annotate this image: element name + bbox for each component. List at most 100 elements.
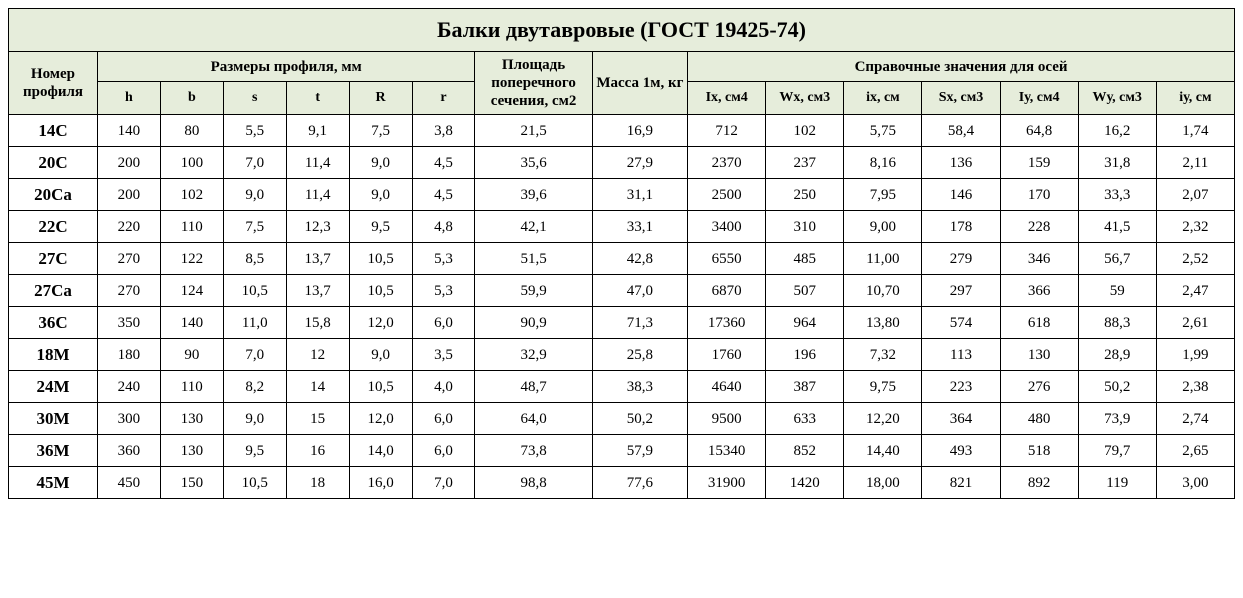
cell-value: 130: [160, 435, 223, 467]
cell-value: 5,5: [223, 115, 286, 147]
cell-value: 300: [97, 403, 160, 435]
col-area-header: Площадь поперечного сечения, см2: [475, 52, 592, 115]
cell-value: 98,8: [475, 467, 592, 499]
cell-value: 237: [766, 147, 844, 179]
cell-value: 2,38: [1156, 371, 1234, 403]
cell-value: 712: [688, 115, 766, 147]
col-r: r: [412, 82, 475, 115]
cell-value: 1420: [766, 467, 844, 499]
cell-value: 9,5: [349, 211, 412, 243]
cell-value: 507: [766, 275, 844, 307]
cell-profile: 20С: [9, 147, 98, 179]
cell-value: 38,3: [592, 371, 687, 403]
cell-value: 170: [1000, 179, 1078, 211]
cell-value: 2,61: [1156, 307, 1234, 339]
cell-profile: 30М: [9, 403, 98, 435]
cell-value: 110: [160, 371, 223, 403]
cell-value: 13,7: [286, 243, 349, 275]
cell-value: 279: [922, 243, 1000, 275]
cell-value: 25,8: [592, 339, 687, 371]
cell-value: 90: [160, 339, 223, 371]
cell-value: 73,8: [475, 435, 592, 467]
cell-value: 58,4: [922, 115, 1000, 147]
cell-value: 366: [1000, 275, 1078, 307]
cell-value: 10,70: [844, 275, 922, 307]
col-profile-header: Номер профиля: [9, 52, 98, 115]
cell-value: 200: [97, 147, 160, 179]
cell-value: 39,6: [475, 179, 592, 211]
cell-value: 48,7: [475, 371, 592, 403]
cell-value: 9,0: [349, 339, 412, 371]
cell-value: 41,5: [1078, 211, 1156, 243]
cell-value: 14,0: [349, 435, 412, 467]
cell-value: 33,1: [592, 211, 687, 243]
cell-value: 18,00: [844, 467, 922, 499]
cell-value: 73,9: [1078, 403, 1156, 435]
cell-value: 16,2: [1078, 115, 1156, 147]
col-Wx: Wх, см3: [766, 82, 844, 115]
cell-value: 11,00: [844, 243, 922, 275]
cell-value: 6,0: [412, 435, 475, 467]
cell-value: 9,00: [844, 211, 922, 243]
cell-value: 136: [922, 147, 1000, 179]
cell-value: 102: [160, 179, 223, 211]
cell-value: 1,74: [1156, 115, 1234, 147]
cell-value: 9,75: [844, 371, 922, 403]
cell-value: 5,3: [412, 275, 475, 307]
cell-value: 64,8: [1000, 115, 1078, 147]
cell-value: 518: [1000, 435, 1078, 467]
cell-value: 79,7: [1078, 435, 1156, 467]
cell-value: 9,0: [223, 179, 286, 211]
cell-value: 11,4: [286, 147, 349, 179]
cell-value: 71,3: [592, 307, 687, 339]
cell-value: 13,7: [286, 275, 349, 307]
cell-value: 4,5: [412, 147, 475, 179]
cell-value: 59: [1078, 275, 1156, 307]
cell-value: 42,8: [592, 243, 687, 275]
cell-profile: 36С: [9, 307, 98, 339]
cell-value: 59,9: [475, 275, 592, 307]
cell-value: 32,9: [475, 339, 592, 371]
cell-value: 2,65: [1156, 435, 1234, 467]
cell-value: 9,0: [349, 179, 412, 211]
cell-value: 150: [160, 467, 223, 499]
cell-value: 200: [97, 179, 160, 211]
cell-value: 130: [160, 403, 223, 435]
cell-value: 450: [97, 467, 160, 499]
cell-value: 146: [922, 179, 1000, 211]
cell-value: 1,99: [1156, 339, 1234, 371]
ibeam-table: Балки двутавровые (ГОСТ 19425-74) Номер …: [8, 8, 1235, 499]
cell-value: 892: [1000, 467, 1078, 499]
cell-value: 633: [766, 403, 844, 435]
cell-value: 6870: [688, 275, 766, 307]
col-reference-group: Справочные значения для осей: [688, 52, 1235, 82]
cell-value: 9500: [688, 403, 766, 435]
cell-value: 8,5: [223, 243, 286, 275]
col-iy: iу, см: [1156, 82, 1234, 115]
cell-value: 346: [1000, 243, 1078, 275]
cell-value: 852: [766, 435, 844, 467]
cell-value: 16,0: [349, 467, 412, 499]
cell-value: 88,3: [1078, 307, 1156, 339]
cell-value: 18: [286, 467, 349, 499]
cell-profile: 45М: [9, 467, 98, 499]
table-row: 20Са2001029,011,49,04,539,631,125002507,…: [9, 179, 1235, 211]
cell-value: 228: [1000, 211, 1078, 243]
cell-value: 102: [766, 115, 844, 147]
cell-value: 77,6: [592, 467, 687, 499]
table-row: 30М3001309,01512,06,064,050,2950063312,2…: [9, 403, 1235, 435]
cell-value: 50,2: [1078, 371, 1156, 403]
cell-value: 31,1: [592, 179, 687, 211]
table-body: 14С140805,59,17,53,821,516,97121025,7558…: [9, 115, 1235, 499]
cell-value: 2370: [688, 147, 766, 179]
cell-value: 80: [160, 115, 223, 147]
col-t: t: [286, 82, 349, 115]
cell-value: 250: [766, 179, 844, 211]
cell-value: 122: [160, 243, 223, 275]
cell-value: 8,16: [844, 147, 922, 179]
cell-value: 28,9: [1078, 339, 1156, 371]
cell-value: 4640: [688, 371, 766, 403]
cell-value: 574: [922, 307, 1000, 339]
cell-value: 8,2: [223, 371, 286, 403]
cell-value: 64,0: [475, 403, 592, 435]
